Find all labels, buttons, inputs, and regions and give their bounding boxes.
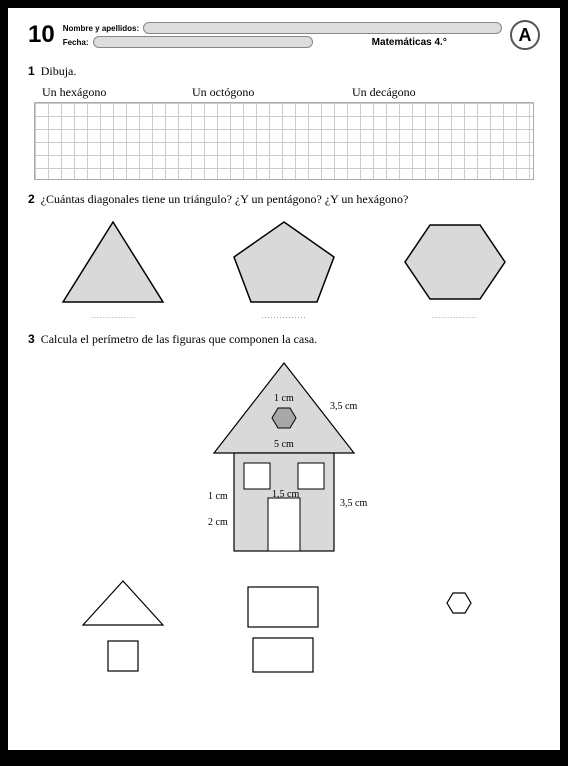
lbl-roof-side: 3,5 cm xyxy=(330,401,357,412)
house-svg xyxy=(28,353,540,573)
ex1-instruction: Dibuja. xyxy=(41,64,77,79)
ex1-label: 1 Dibuja. xyxy=(28,64,540,79)
label-octagon: Un octógono xyxy=(192,85,352,100)
answer-line-1[interactable]: ............... xyxy=(91,311,136,320)
hexagon-shape xyxy=(400,217,510,307)
answer-line-2[interactable]: ............... xyxy=(261,311,306,320)
ex1-shape-labels: Un hexágono Un octógono Un decágono xyxy=(28,85,540,100)
lbl-wall-side: 3,5 cm xyxy=(340,498,367,509)
exercise-2: 2 ¿Cuántas diagonales tiene un triángulo… xyxy=(28,192,540,320)
ex2-num: 2 xyxy=(28,192,35,207)
ex1-num: 1 xyxy=(28,64,35,79)
name-label: Nombre y apellidos: xyxy=(63,24,139,33)
exercise-3: 3 Calcula el perímetro de las figuras qu… xyxy=(28,332,540,673)
answer-line-3[interactable]: ............... xyxy=(432,311,477,320)
bottom-shapes xyxy=(28,573,540,673)
ex2-answer-lines: ............... ............... ........… xyxy=(28,311,540,320)
bottom-svg xyxy=(28,573,540,673)
lbl-door-height: 2 cm xyxy=(208,517,228,528)
ex2-label: 2 ¿Cuántas diagonales tiene un triángulo… xyxy=(28,192,540,207)
ex2-shapes xyxy=(28,217,540,307)
label-decagon: Un decágono xyxy=(352,85,416,100)
variant-badge: A xyxy=(510,20,540,50)
worksheet-page: 10 Nombre y apellidos: Fecha: Matemática… xyxy=(8,8,560,750)
name-input[interactable] xyxy=(143,22,502,34)
date-row: Fecha: Matemáticas 4.° xyxy=(63,36,502,48)
drawing-grid[interactable] xyxy=(34,102,534,180)
ex2-instruction: ¿Cuántas diagonales tiene un triángulo? … xyxy=(41,192,409,207)
lbl-door-width: 1,5 cm xyxy=(272,489,299,500)
date-input[interactable] xyxy=(93,36,313,48)
lesson-number: 10 xyxy=(28,21,55,49)
pentagon-shape xyxy=(229,217,339,307)
lbl-win-side: 1 cm xyxy=(208,491,228,502)
lbl-hex-side: 1 cm xyxy=(274,393,294,404)
name-row: Nombre y apellidos: xyxy=(63,22,502,34)
ex3-label: 3 Calcula el perímetro de las figuras qu… xyxy=(28,332,540,347)
header-fields: Nombre y apellidos: Fecha: Matemáticas 4… xyxy=(63,22,502,48)
exercise-1: 1 Dibuja. Un hexágono Un octógono Un dec… xyxy=(28,64,540,180)
ex3-instruction: Calcula el perímetro de las figuras que … xyxy=(41,332,318,347)
subject-label: Matemáticas 4.° xyxy=(317,37,503,48)
house-diagram: 1 cm 3,5 cm 5 cm 1,5 cm 1 cm 2 cm 3,5 cm xyxy=(28,353,540,573)
date-label: Fecha: xyxy=(63,38,89,47)
ex3-num: 3 xyxy=(28,332,35,347)
header: 10 Nombre y apellidos: Fecha: Matemática… xyxy=(28,20,540,50)
triangle-shape xyxy=(58,217,168,307)
label-hexagon: Un hexágono xyxy=(42,85,192,100)
lbl-roof-base: 5 cm xyxy=(274,439,294,450)
